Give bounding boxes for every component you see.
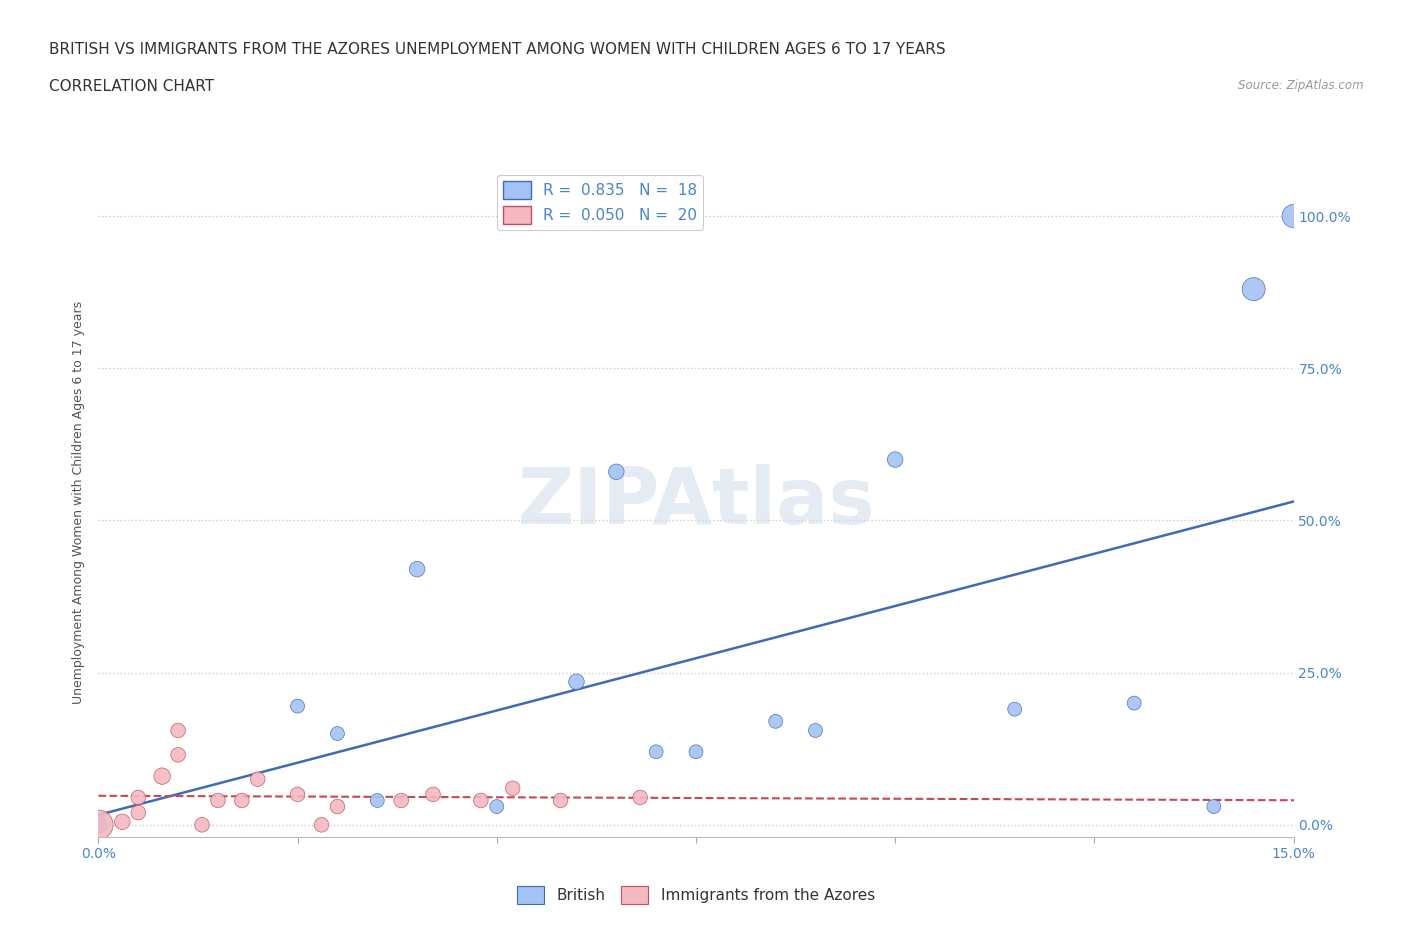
Point — [366, 793, 388, 808]
Text: BRITISH VS IMMIGRANTS FROM THE AZORES UNEMPLOYMENT AMONG WOMEN WITH CHILDREN AGE: BRITISH VS IMMIGRANTS FROM THE AZORES UN… — [49, 42, 946, 57]
Point — [1123, 696, 1146, 711]
Point — [287, 698, 309, 713]
Point — [1202, 799, 1225, 814]
Text: CORRELATION CHART: CORRELATION CHART — [49, 79, 214, 94]
Point — [1243, 282, 1265, 297]
Point — [485, 799, 508, 814]
Point — [87, 817, 110, 832]
Point — [150, 769, 173, 784]
Legend: British, Immigrants from the Azores: British, Immigrants from the Azores — [510, 880, 882, 910]
Point — [231, 793, 253, 808]
Point — [287, 787, 309, 802]
Point — [389, 793, 412, 808]
Point — [884, 452, 907, 467]
Point — [127, 805, 149, 820]
Point — [191, 817, 214, 832]
Point — [502, 781, 524, 796]
Point — [127, 790, 149, 804]
Point — [246, 772, 269, 787]
Point — [605, 464, 627, 479]
Point — [685, 744, 707, 759]
Point — [645, 744, 668, 759]
Point — [765, 714, 787, 729]
Point — [1004, 702, 1026, 717]
Point — [326, 726, 349, 741]
Text: Source: ZipAtlas.com: Source: ZipAtlas.com — [1239, 79, 1364, 92]
Point — [311, 817, 333, 832]
Point — [565, 674, 588, 689]
Point — [111, 815, 134, 830]
Y-axis label: Unemployment Among Women with Children Ages 6 to 17 years: Unemployment Among Women with Children A… — [72, 300, 86, 704]
Point — [422, 787, 444, 802]
Point — [628, 790, 651, 804]
Point — [550, 793, 572, 808]
Point — [87, 817, 110, 832]
Text: ZIPAtlas: ZIPAtlas — [517, 464, 875, 540]
Point — [207, 793, 229, 808]
Point — [167, 748, 190, 763]
Point — [1282, 208, 1305, 223]
Point — [167, 723, 190, 737]
Point — [326, 799, 349, 814]
Point — [804, 723, 827, 737]
Point — [406, 562, 429, 577]
Point — [470, 793, 492, 808]
